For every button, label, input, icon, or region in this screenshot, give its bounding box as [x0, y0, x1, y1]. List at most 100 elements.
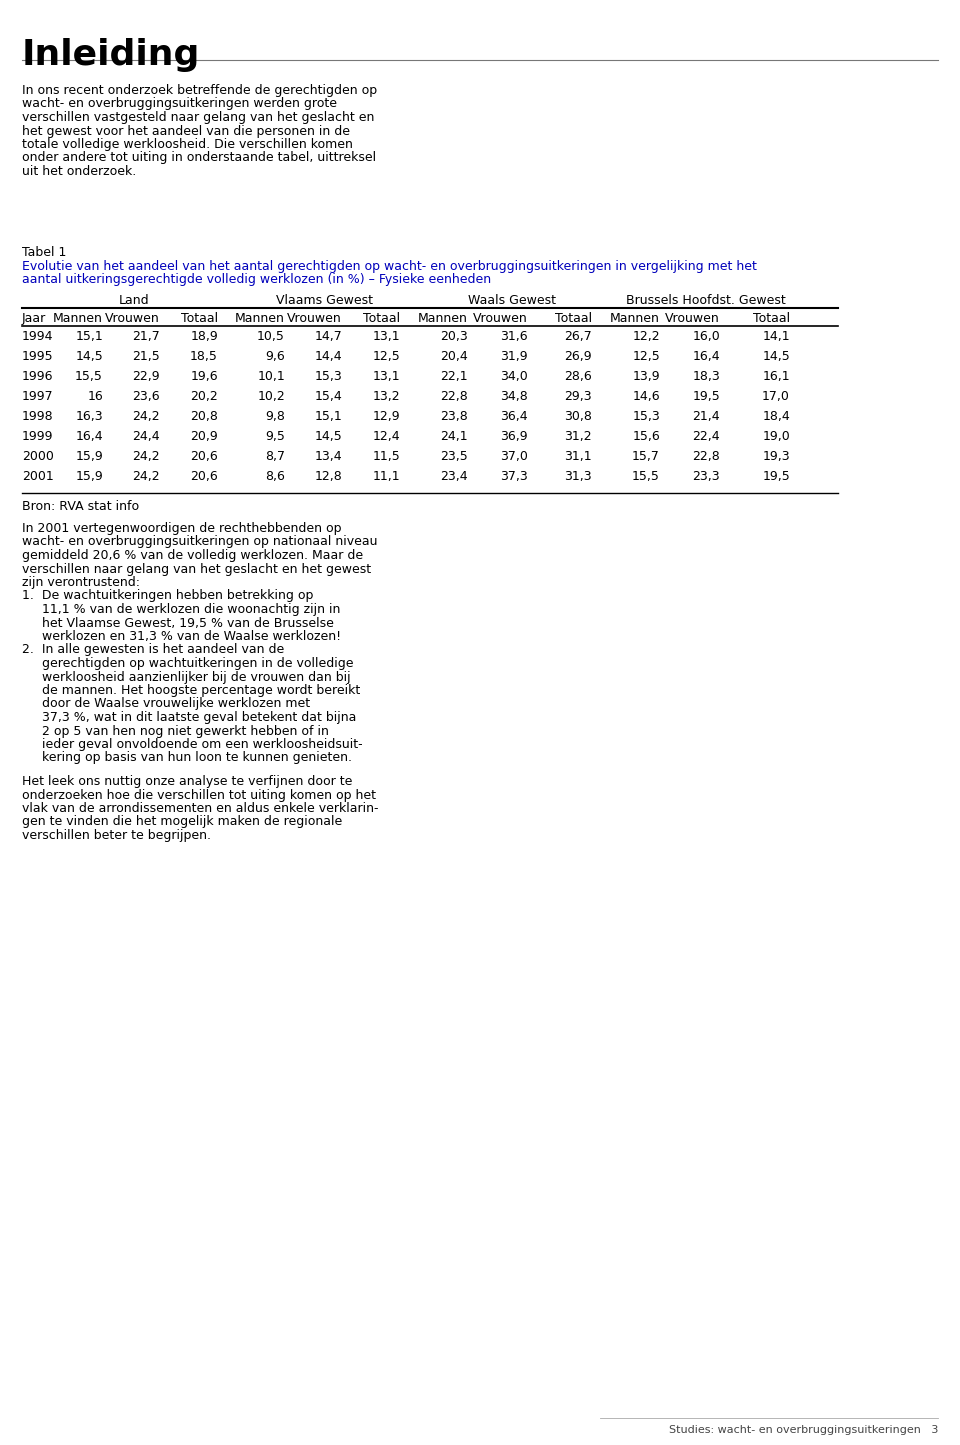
Text: 24,4: 24,4	[132, 431, 160, 444]
Text: 24,1: 24,1	[441, 431, 468, 444]
Text: 24,2: 24,2	[132, 470, 160, 483]
Text: 2001: 2001	[22, 470, 54, 483]
Text: 12,5: 12,5	[372, 350, 400, 363]
Text: ieder geval onvoldoende om een werkloosheidsuit-: ieder geval onvoldoende om een werkloosh…	[22, 738, 363, 751]
Text: 20,9: 20,9	[190, 431, 218, 444]
Text: 18,3: 18,3	[692, 370, 720, 383]
Text: 19,0: 19,0	[762, 431, 790, 444]
Text: 20,2: 20,2	[190, 390, 218, 403]
Text: Tabel 1: Tabel 1	[22, 246, 66, 259]
Text: 20,4: 20,4	[441, 350, 468, 363]
Text: Mannen: Mannen	[611, 312, 660, 325]
Text: 31,9: 31,9	[500, 350, 528, 363]
Text: 14,5: 14,5	[762, 350, 790, 363]
Text: 12,4: 12,4	[372, 431, 400, 444]
Text: 15,5: 15,5	[632, 470, 660, 483]
Text: 10,2: 10,2	[257, 390, 285, 403]
Text: 21,4: 21,4	[692, 410, 720, 423]
Text: 22,9: 22,9	[132, 370, 160, 383]
Text: 22,8: 22,8	[692, 449, 720, 462]
Text: 30,8: 30,8	[564, 410, 592, 423]
Text: Totaal: Totaal	[753, 312, 790, 325]
Text: Vrouwen: Vrouwen	[473, 312, 528, 325]
Text: werklozen en 31,3 % van de Waalse werklozen!: werklozen en 31,3 % van de Waalse werklo…	[22, 630, 341, 643]
Text: 12,9: 12,9	[372, 410, 400, 423]
Text: 11,5: 11,5	[372, 449, 400, 462]
Text: kering op basis van hun loon te kunnen genieten.: kering op basis van hun loon te kunnen g…	[22, 751, 352, 764]
Text: verschillen beter te begrijpen.: verschillen beter te begrijpen.	[22, 829, 211, 842]
Text: onderzoeken hoe die verschillen tot uiting komen op het: onderzoeken hoe die verschillen tot uiti…	[22, 789, 376, 802]
Text: 16,1: 16,1	[762, 370, 790, 383]
Text: 16,4: 16,4	[76, 431, 103, 444]
Text: 11,1 % van de werklozen die woonachtig zijn in: 11,1 % van de werklozen die woonachtig z…	[22, 603, 341, 616]
Text: 26,7: 26,7	[564, 329, 592, 342]
Text: 8,6: 8,6	[265, 470, 285, 483]
Text: Bron: RVA stat info: Bron: RVA stat info	[22, 500, 139, 513]
Text: 15,5: 15,5	[75, 370, 103, 383]
Text: 31,3: 31,3	[564, 470, 592, 483]
Text: gen te vinden die het mogelijk maken de regionale: gen te vinden die het mogelijk maken de …	[22, 815, 343, 828]
Text: werkloosheid aanzienlijker bij de vrouwen dan bij: werkloosheid aanzienlijker bij de vrouwe…	[22, 670, 350, 683]
Text: 19,6: 19,6	[190, 370, 218, 383]
Text: 11,1: 11,1	[372, 470, 400, 483]
Text: 15,7: 15,7	[632, 449, 660, 462]
Text: wacht- en overbruggingsuitkeringen werden grote: wacht- en overbruggingsuitkeringen werde…	[22, 97, 337, 110]
Text: In ons recent onderzoek betreffende de gerechtigden op: In ons recent onderzoek betreffende de g…	[22, 84, 377, 97]
Text: 15,6: 15,6	[633, 431, 660, 444]
Text: Vrouwen: Vrouwen	[106, 312, 160, 325]
Text: In 2001 vertegenwoordigen de rechthebbenden op: In 2001 vertegenwoordigen de rechthebben…	[22, 522, 342, 535]
Text: 2 op 5 van hen nog niet gewerkt hebben of in: 2 op 5 van hen nog niet gewerkt hebben o…	[22, 724, 329, 737]
Text: 16,4: 16,4	[692, 350, 720, 363]
Text: uit het onderzoek.: uit het onderzoek.	[22, 165, 136, 178]
Text: 14,6: 14,6	[633, 390, 660, 403]
Text: 36,9: 36,9	[500, 431, 528, 444]
Text: Vlaams Gewest: Vlaams Gewest	[276, 293, 373, 306]
Text: 13,2: 13,2	[372, 390, 400, 403]
Text: verschillen naar gelang van het geslacht en het gewest: verschillen naar gelang van het geslacht…	[22, 562, 372, 575]
Text: 24,2: 24,2	[132, 449, 160, 462]
Text: 15,4: 15,4	[314, 390, 342, 403]
Text: 31,1: 31,1	[564, 449, 592, 462]
Text: 31,2: 31,2	[564, 431, 592, 444]
Text: zijn verontrustend:: zijn verontrustend:	[22, 577, 140, 590]
Text: 37,3 %, wat in dit laatste geval betekent dat bijna: 37,3 %, wat in dit laatste geval beteken…	[22, 711, 356, 724]
Text: 13,1: 13,1	[372, 329, 400, 342]
Text: 36,4: 36,4	[500, 410, 528, 423]
Text: Jaar: Jaar	[22, 312, 46, 325]
Text: onder andere tot uiting in onderstaande tabel, uittreksel: onder andere tot uiting in onderstaande …	[22, 152, 376, 165]
Text: 14,7: 14,7	[314, 329, 342, 342]
Text: 2000: 2000	[22, 449, 54, 462]
Text: 1999: 1999	[22, 431, 54, 444]
Text: 12,8: 12,8	[314, 470, 342, 483]
Text: Inleiding: Inleiding	[22, 38, 201, 72]
Text: 15,1: 15,1	[75, 329, 103, 342]
Text: 18,4: 18,4	[762, 410, 790, 423]
Text: 15,9: 15,9	[75, 470, 103, 483]
Text: 34,0: 34,0	[500, 370, 528, 383]
Text: Land: Land	[119, 293, 150, 306]
Text: 23,5: 23,5	[441, 449, 468, 462]
Text: Evolutie van het aandeel van het aantal gerechtigden op wacht- en overbruggingsu: Evolutie van het aandeel van het aantal …	[22, 260, 756, 273]
Text: 16,0: 16,0	[692, 329, 720, 342]
Text: 23,8: 23,8	[441, 410, 468, 423]
Text: vlak van de arrondissementen en aldus enkele verklarin-: vlak van de arrondissementen en aldus en…	[22, 802, 378, 815]
Text: Totaal: Totaal	[363, 312, 400, 325]
Text: 9,6: 9,6	[265, 350, 285, 363]
Text: 28,6: 28,6	[564, 370, 592, 383]
Text: Brussels Hoofdst. Gewest: Brussels Hoofdst. Gewest	[626, 293, 786, 306]
Text: aantal uitkeringsgerechtigde volledig werklozen (in %) – Fysieke eenheden: aantal uitkeringsgerechtigde volledig we…	[22, 273, 492, 286]
Text: verschillen vastgesteld naar gelang van het geslacht en: verschillen vastgesteld naar gelang van …	[22, 111, 374, 124]
Text: 19,5: 19,5	[762, 470, 790, 483]
Text: 15,1: 15,1	[314, 410, 342, 423]
Text: 1998: 1998	[22, 410, 54, 423]
Text: Totaal: Totaal	[555, 312, 592, 325]
Text: 19,5: 19,5	[692, 390, 720, 403]
Text: 14,4: 14,4	[314, 350, 342, 363]
Text: 20,8: 20,8	[190, 410, 218, 423]
Text: 34,8: 34,8	[500, 390, 528, 403]
Text: Mannen: Mannen	[53, 312, 103, 325]
Text: 12,5: 12,5	[633, 350, 660, 363]
Text: 22,1: 22,1	[441, 370, 468, 383]
Text: 20,3: 20,3	[441, 329, 468, 342]
Text: 1995: 1995	[22, 350, 54, 363]
